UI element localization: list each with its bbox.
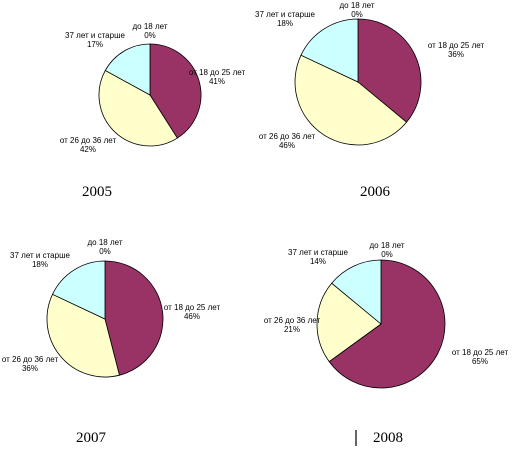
slice-label: до 18 лет 0% [133, 22, 168, 40]
pie-slice [51, 260, 106, 320]
slice-value: 36% [22, 364, 38, 373]
slice-category: от 26 до 36 лет [259, 132, 316, 141]
pie-slice [294, 54, 408, 146]
slice-label: от 18 до 25 лет 46% [164, 303, 221, 321]
slice-label: от 26 до 36 лет 21% [264, 316, 321, 334]
slice-label: 37 лет и старше 18% [255, 10, 315, 28]
slice-value: 14% [310, 257, 326, 266]
slice-category: до 18 лет [88, 238, 123, 247]
chart-year-title: 2007 [76, 430, 107, 446]
slice-label: от 26 до 36 лет 46% [259, 132, 316, 150]
pie-chart-2008: до 18 лет 0% от 18 до 25 лет 65% от 26 до 36… [264, 241, 509, 446]
slice-label: от 26 до 36 лет 42% [60, 136, 117, 154]
pie-chart-2007: до 18 лет 0% от 18 до 25 лет 46% от 26 до 36… [2, 238, 221, 446]
chart-year-title: 2005 [82, 184, 112, 200]
slice-label: до 18 лет 0% [370, 241, 405, 259]
slice-value: 18% [32, 260, 48, 269]
slice-category: 37 лет и старше [65, 31, 125, 40]
slice-value: 36% [448, 50, 464, 59]
slice-value: 17% [87, 40, 103, 49]
pie-slice [104, 260, 164, 376]
slice-label: от 18 до 25 лет 65% [452, 348, 509, 366]
chart-year-title: 2006 [360, 184, 391, 200]
slice-label: от 18 до 25 лет 41% [189, 68, 246, 86]
pie-slice [331, 259, 382, 325]
slice-value: 0% [381, 250, 393, 259]
slice-label: 37 лет и старше 14% [288, 248, 348, 266]
pie-chart-2006: до 18 лет 0% от 18 до 25 лет 36% от 26 до 36… [255, 1, 484, 200]
slice-category: 37 лет и старше [10, 251, 70, 260]
slice-value: 0% [99, 247, 111, 256]
slice-value: 65% [472, 357, 488, 366]
slice-category: от 18 до 25 лет [452, 348, 509, 357]
slice-category: от 26 до 36 лет [2, 355, 59, 364]
slice-category: 37 лет и старше [288, 248, 348, 257]
pie-slice [357, 18, 422, 123]
slice-label: до 18 лет 0% [340, 1, 375, 19]
chart-year-title: 2008 [373, 430, 403, 446]
slice-category: до 18 лет [133, 22, 168, 31]
slice-category: от 18 до 25 лет [428, 41, 485, 50]
pie-slice [300, 18, 359, 83]
pie-slice [46, 293, 120, 378]
pie-slice [316, 282, 382, 363]
slice-value: 21% [284, 325, 300, 334]
slice-value: 18% [277, 19, 293, 28]
slice-category: до 18 лет [340, 1, 375, 10]
slice-label: 37 лет и старше 18% [10, 251, 70, 269]
slice-value: 41% [209, 77, 225, 86]
slice-category: от 18 до 25 лет [164, 303, 221, 312]
slice-value: 46% [184, 312, 200, 321]
slice-label: от 18 до 25 лет 36% [428, 41, 485, 59]
slice-label: 37 лет и старше 17% [65, 31, 125, 49]
pie-slice [328, 259, 446, 389]
slice-category: от 18 до 25 лет [189, 68, 246, 77]
pie-slice [98, 69, 178, 147]
slice-value: 0% [144, 31, 156, 40]
slice-label: до 18 лет 0% [88, 238, 123, 256]
slice-category: до 18 лет [370, 241, 405, 250]
pie-slice [104, 43, 151, 96]
slice-category: 37 лет и старше [255, 10, 315, 19]
slice-label: от 26 до 36 лет 36% [2, 355, 59, 373]
pie-chart-2005: до 18 лет 0% от 18 до 25 лет 41% от 26 до 36… [60, 22, 246, 200]
slice-category: от 26 до 36 лет [60, 136, 117, 145]
slice-value: 42% [80, 145, 96, 154]
slice-value: 0% [351, 10, 363, 19]
slice-value: 46% [279, 141, 295, 150]
slice-category: от 26 до 36 лет [264, 316, 321, 325]
